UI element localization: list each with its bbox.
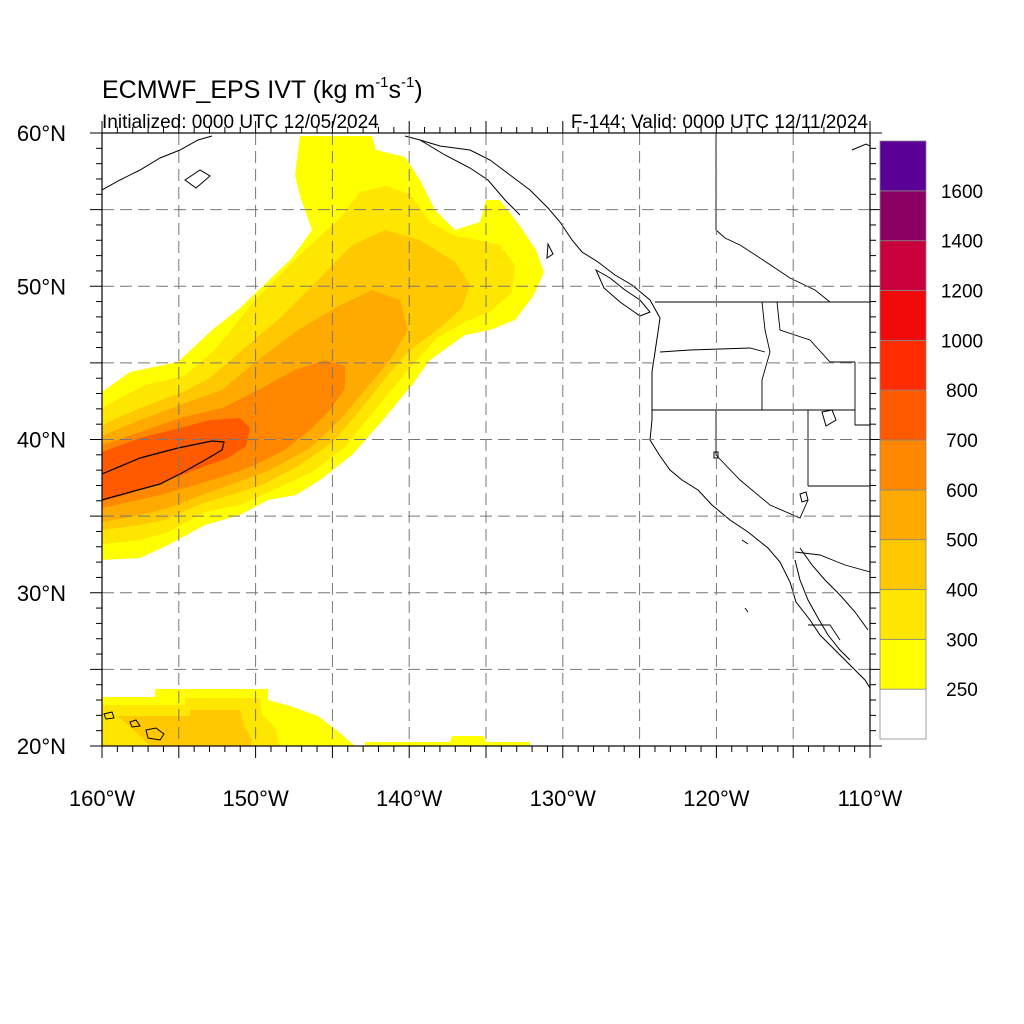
- colorbar-swatch: [879, 589, 927, 640]
- washington-oregon-border: [659, 347, 766, 353]
- graticule: [102, 133, 870, 746]
- colorbar-swatch: [879, 140, 927, 192]
- hawaii-big-island: [145, 727, 165, 741]
- colorbar-label: 1600: [941, 182, 983, 203]
- colorbar-label: 800: [946, 381, 978, 402]
- axis-labels: 160°W 150°W 140°W 130°W 120°W 110°W 60°N 50°N 40…: [17, 121, 903, 811]
- ivt-ar-800-contour: [102, 440, 225, 501]
- colorbar-swatch: [879, 190, 927, 242]
- great-salt-lake: [821, 409, 837, 427]
- init-time-label: Initialized: 0000 UTC 12/05/2024: [102, 112, 379, 133]
- colorbar-swatch: [879, 489, 927, 541]
- ivt-band-hawaii-400: [118, 710, 252, 746]
- valid-time-label: F-144: Valid: 0000 UTC 12/11/2024: [571, 112, 869, 133]
- sonora-border: [808, 624, 841, 641]
- baja-east-coast: [799, 547, 869, 631]
- chart-title: ECMWF_EPS IVT (kg m-1s-1): [102, 74, 423, 104]
- vancouver-island: [594, 268, 651, 317]
- west-coast-north-america: [404, 135, 870, 689]
- lake-tahoe: [713, 451, 719, 459]
- lat-tick-label: 30°N: [17, 581, 66, 606]
- colorbar-swatch: [879, 240, 927, 291]
- colorbar-label: 1000: [941, 331, 983, 352]
- baja-peninsula: [794, 559, 851, 661]
- hawaii-oahu: [103, 711, 115, 720]
- us-mexico-border: [794, 551, 870, 573]
- wyoming-border: [854, 362, 870, 426]
- lat-tick-label: 50°N: [17, 274, 66, 299]
- gulf-of-alaska-coast: [102, 135, 213, 191]
- haida-gwaii: [546, 242, 554, 259]
- alaska-panhandle: [419, 139, 521, 216]
- map-plot-area: [102, 133, 870, 746]
- lon-tick-label: 140°W: [376, 786, 443, 811]
- idaho-west-border: [761, 301, 771, 410]
- colorbar-swatch: [879, 389, 927, 441]
- colorbar-label: 250: [946, 680, 978, 701]
- colorbar: 250 300 400 500 600 700 800 1000 1200 1400 1600: [879, 140, 983, 740]
- hawaii-maui: [129, 719, 141, 728]
- ivt-shading: [102, 136, 544, 746]
- lon-tick-label: 160°W: [69, 786, 136, 811]
- colorbar-label: 400: [946, 581, 978, 602]
- colorbar-label: 1200: [941, 282, 983, 303]
- ivt-ar-700: [102, 418, 250, 500]
- lat-tick-label: 40°N: [17, 428, 66, 453]
- coastlines: [102, 135, 870, 741]
- colorbar-swatch: [879, 339, 927, 391]
- colorbar-swatch: [879, 638, 927, 690]
- colorbar-label: 300: [946, 630, 978, 651]
- colorbar-swatch: [879, 439, 927, 491]
- lon-tick-label: 110°W: [838, 786, 903, 811]
- idaho-montana-border: [776, 301, 855, 363]
- colorbar-label: 1400: [941, 232, 983, 253]
- lon-tick-label: 130°W: [530, 786, 597, 811]
- ivt-band-east-250: [365, 736, 530, 746]
- colorbar-label: 600: [946, 481, 978, 502]
- lon-tick-label: 150°W: [222, 786, 289, 811]
- ne-coast-fragment: [851, 143, 870, 151]
- lon-tick-label: 120°W: [683, 786, 750, 811]
- colorbar-swatch: [879, 688, 927, 740]
- colorbar-label: 500: [946, 531, 978, 552]
- colorbar-label: 700: [946, 431, 978, 452]
- axis-ticks: [90, 121, 882, 758]
- colorbar-swatch: [879, 539, 927, 590]
- lat-tick-label: 60°N: [17, 121, 66, 146]
- catalina-islands: [741, 539, 749, 613]
- alaska-canada-border: [715, 133, 831, 303]
- kodiak-island: [184, 169, 211, 189]
- lat-tick-label: 20°N: [17, 734, 66, 759]
- colorbar-swatch: [879, 290, 927, 341]
- state-borders: [652, 133, 870, 641]
